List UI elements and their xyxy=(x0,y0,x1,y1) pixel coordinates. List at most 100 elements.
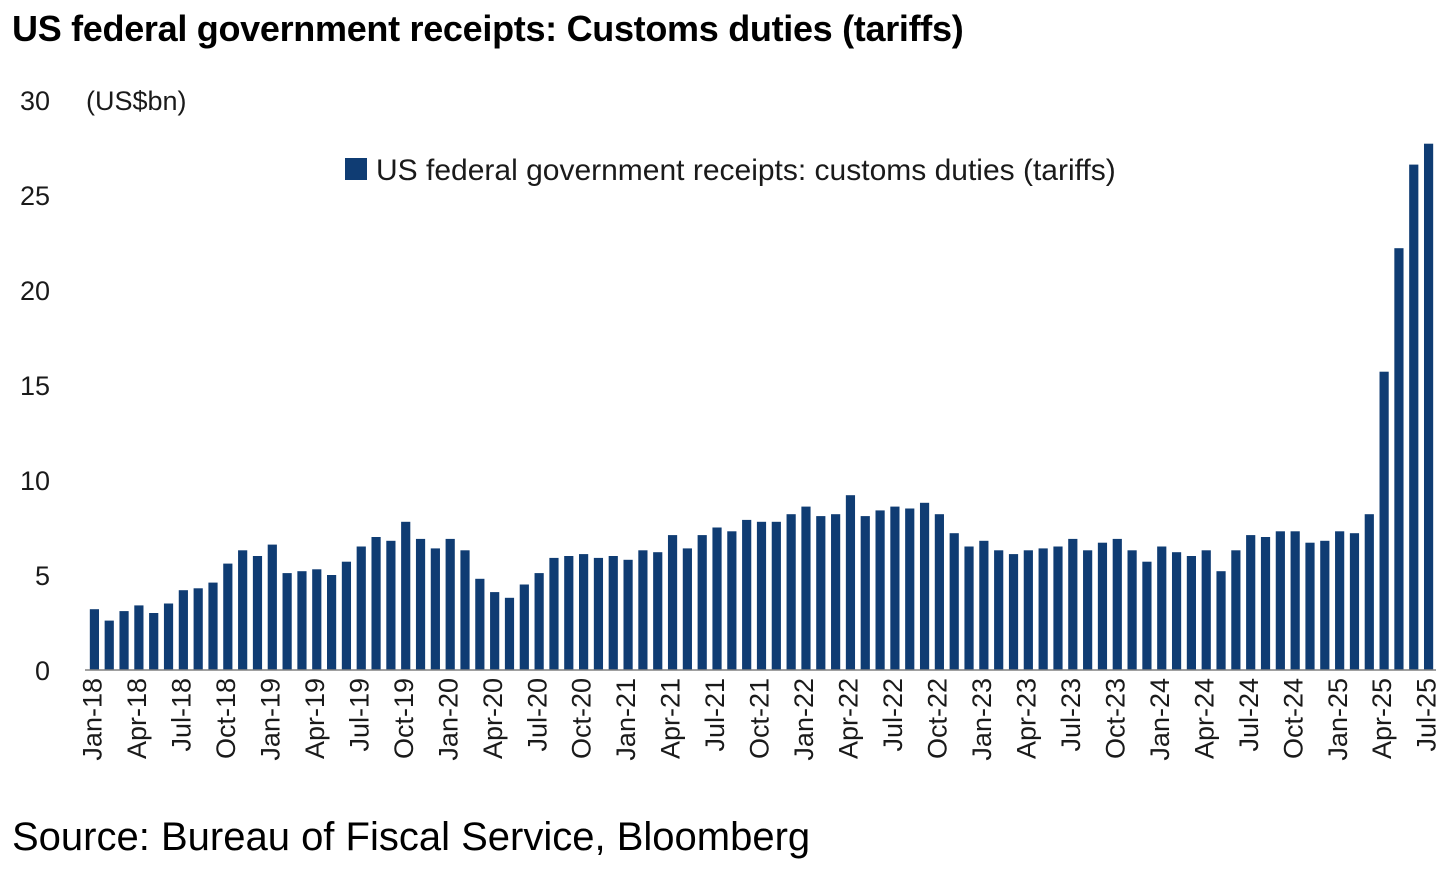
bar-Feb-24 xyxy=(1171,552,1182,670)
bar-Mar-25 xyxy=(1364,514,1374,670)
bar-Mar-23 xyxy=(1008,554,1019,670)
bar-Jun-23 xyxy=(1053,546,1063,670)
source-note: Source: Bureau of Fiscal Service, Bloomb… xyxy=(12,815,811,859)
x-tick-label: Jan-23 xyxy=(967,678,997,761)
bar-Jun-20 xyxy=(519,584,529,670)
x-tick-label: Apr-22 xyxy=(834,678,864,759)
x-tick-label: Jan-22 xyxy=(789,678,819,761)
bar-Jul-20 xyxy=(534,573,544,670)
x-tick-label: Oct-24 xyxy=(1278,678,1308,759)
bar-Sep-21 xyxy=(742,519,752,670)
bar-Aug-20 xyxy=(549,557,559,670)
x-tick-label: Jul-21 xyxy=(700,678,730,752)
bar-Nov-20 xyxy=(593,557,604,670)
x-tick-label: Jul-24 xyxy=(1234,678,1264,752)
bar-Nov-24 xyxy=(1305,542,1315,670)
x-tick-label: Apr-18 xyxy=(122,678,152,759)
bar-Jan-22 xyxy=(801,506,811,670)
bar-Nov-19 xyxy=(415,538,426,670)
bar-May-25 xyxy=(1394,248,1404,670)
x-tick-label: Oct-19 xyxy=(389,678,419,759)
chart-title: US federal government receipts: Customs … xyxy=(12,8,964,49)
bar-Feb-22 xyxy=(816,516,826,670)
bar-Jan-19 xyxy=(267,544,277,670)
bar-Sep-18 xyxy=(208,582,218,670)
bar-Apr-22 xyxy=(845,495,856,670)
bar-Apr-21 xyxy=(667,535,678,670)
x-tick-label: Oct-21 xyxy=(745,678,775,759)
bar-Aug-19 xyxy=(371,537,381,670)
bar-Feb-19 xyxy=(282,573,292,670)
bar-Aug-22 xyxy=(905,508,915,670)
bar-Apr-25 xyxy=(1379,371,1389,670)
y-tick-label: 10 xyxy=(20,466,50,496)
bar-Aug-21 xyxy=(727,531,737,670)
bar-Sep-20 xyxy=(564,556,574,670)
bar-Jun-19 xyxy=(341,561,352,670)
bar-Jan-24 xyxy=(1157,546,1167,670)
x-tick-label: Apr-21 xyxy=(656,678,686,759)
bar-Jun-22 xyxy=(875,510,885,670)
bar-Jun-21 xyxy=(697,535,707,670)
bar-Jul-23 xyxy=(1068,538,1078,670)
bar-Jul-25 xyxy=(1423,143,1434,670)
x-tick-label: Apr-20 xyxy=(478,678,508,759)
bar-Aug-18 xyxy=(193,588,203,670)
x-tick-label: Jul-20 xyxy=(522,678,552,752)
x-tick-label: Apr-23 xyxy=(1011,678,1041,759)
bar-series xyxy=(89,143,1434,670)
x-tick-label: Jan-18 xyxy=(78,678,108,761)
bar-Jan-25 xyxy=(1335,531,1345,670)
bar-Oct-18 xyxy=(223,563,233,670)
bar-Apr-20 xyxy=(490,592,500,670)
x-tick-label: Oct-22 xyxy=(923,678,953,759)
bar-Nov-22 xyxy=(949,533,959,670)
bar-Jul-19 xyxy=(356,546,366,670)
bar-Oct-23 xyxy=(1112,538,1122,670)
bar-Sep-19 xyxy=(386,540,396,670)
x-tick-label: Jul-18 xyxy=(166,678,196,752)
bar-Dec-18 xyxy=(252,556,263,670)
x-tick-label: Jan-25 xyxy=(1323,678,1353,761)
bar-Oct-24 xyxy=(1290,531,1300,670)
x-tick-label: Oct-23 xyxy=(1100,678,1130,759)
x-tick-label: Jan-21 xyxy=(611,678,641,761)
bar-Jul-22 xyxy=(890,506,900,670)
bar-Jan-23 xyxy=(979,540,989,670)
y-tick-label: 0 xyxy=(35,656,50,686)
bar-Jan-20 xyxy=(445,538,455,670)
x-tick-label: Jan-20 xyxy=(433,678,463,761)
bar-Mar-21 xyxy=(653,552,663,670)
bar-Nov-23 xyxy=(1127,550,1137,670)
bar-Sep-22 xyxy=(919,502,930,670)
x-tick-label: Oct-18 xyxy=(211,678,241,759)
bar-Apr-18 xyxy=(134,605,144,670)
x-tick-label: Jul-23 xyxy=(1056,678,1086,752)
y-axis: 0 5 10 15 20 25 30 xyxy=(20,86,50,686)
bar-Apr-23 xyxy=(1023,550,1033,670)
bar-Jun-24 xyxy=(1231,550,1241,670)
y-tick-label: 15 xyxy=(20,371,50,401)
bar-Dec-22 xyxy=(964,546,974,670)
bar-Dec-20 xyxy=(608,556,618,670)
bar-Apr-24 xyxy=(1201,550,1211,670)
bar-Dec-23 xyxy=(1142,561,1152,670)
bar-Aug-24 xyxy=(1260,537,1271,670)
x-tick-label: Apr-19 xyxy=(300,678,330,759)
y-axis-unit-label: (US$bn) xyxy=(86,86,187,116)
bar-Mar-18 xyxy=(119,611,129,670)
y-tick-label: 25 xyxy=(20,181,50,211)
x-tick-label: Jan-19 xyxy=(255,678,285,761)
bar-Jan-18 xyxy=(89,609,100,670)
legend-label: US federal government receipts: customs … xyxy=(376,154,1116,187)
bar-May-21 xyxy=(682,548,692,670)
bar-Oct-21 xyxy=(756,521,767,670)
bar-Dec-19 xyxy=(430,548,440,670)
bar-Jul-24 xyxy=(1246,535,1256,670)
x-tick-label: Apr-24 xyxy=(1189,678,1219,759)
bar-Mar-20 xyxy=(475,578,485,670)
bar-Nov-18 xyxy=(238,550,248,670)
bar-Apr-19 xyxy=(312,569,322,670)
x-tick-label: Jul-25 xyxy=(1412,678,1442,752)
bar-Feb-23 xyxy=(994,550,1004,670)
